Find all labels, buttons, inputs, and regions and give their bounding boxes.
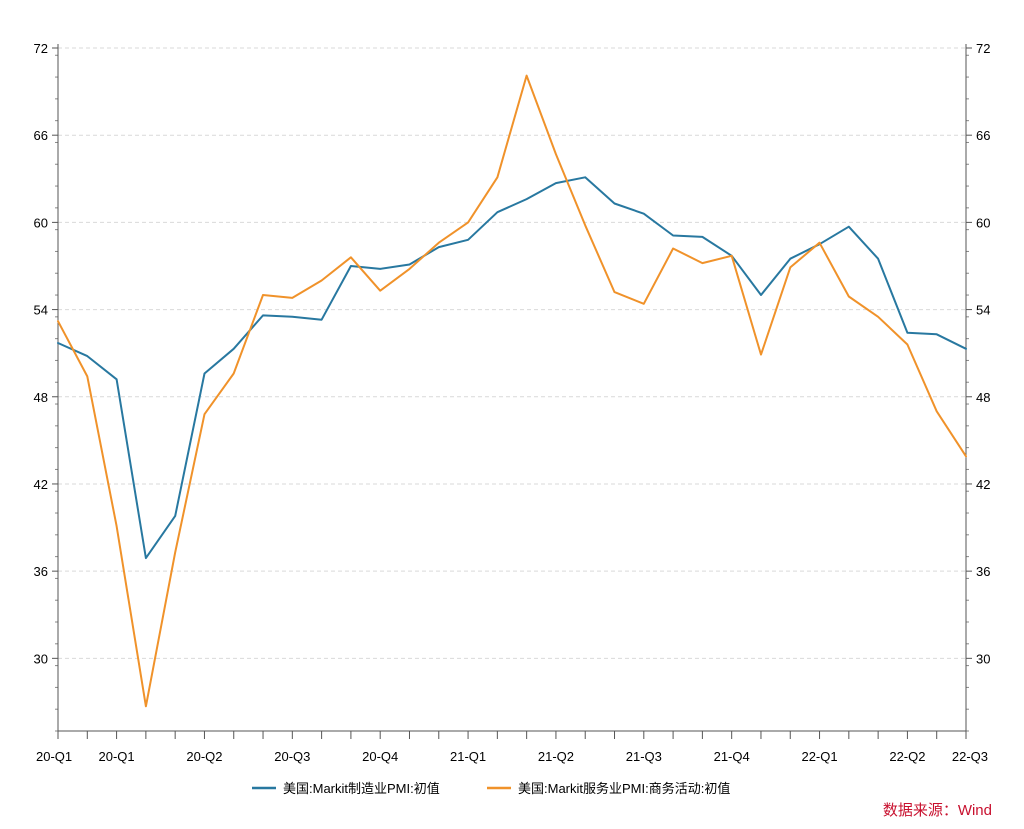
- legend-label-services: 美国:Markit服务业PMI:商务活动:初值: [518, 781, 730, 796]
- y-tick-label-right: 42: [976, 477, 990, 492]
- y-tick-label-right: 48: [976, 390, 990, 405]
- y-tick-label-right: 72: [976, 41, 990, 56]
- series-line-1: [57, 74, 967, 708]
- y-tick-label-left: 42: [34, 477, 48, 492]
- y-tick-label-left: 54: [34, 303, 48, 318]
- x-tick-label: 20-Q4: [362, 749, 398, 764]
- x-tick-label: 21-Q3: [626, 749, 662, 764]
- y-tick-label-right: 60: [976, 215, 990, 230]
- y-tick-label-right: 54: [976, 303, 990, 318]
- y-tick-label-left: 72: [34, 41, 48, 56]
- x-tick-label: 20-Q1: [99, 749, 135, 764]
- x-tick-label: 20-Q1: [36, 749, 72, 764]
- y-tick-label-right: 30: [976, 651, 990, 666]
- x-tick-label: 21-Q1: [450, 749, 486, 764]
- y-tick-label-left: 66: [34, 128, 48, 143]
- x-tick-label: 20-Q3: [274, 749, 310, 764]
- y-tick-label-right: 36: [976, 564, 990, 579]
- y-tick-label-left: 36: [34, 564, 48, 579]
- x-tick-label: 21-Q4: [714, 749, 750, 764]
- y-tick-label-left: 48: [34, 390, 48, 405]
- x-tick-label: 21-Q2: [538, 749, 574, 764]
- x-tick-label: 20-Q2: [186, 749, 222, 764]
- y-tick-label-right: 66: [976, 128, 990, 143]
- y-tick-label-left: 30: [34, 651, 48, 666]
- x-tick-label: 22-Q2: [889, 749, 925, 764]
- gridlines: [58, 47, 966, 659]
- source-note: 数据来源：Wind: [883, 802, 992, 819]
- legend: 美国:Markit制造业PMI:初值 美国:Markit服务业PMI:商务活动:…: [252, 781, 730, 796]
- axes: 30 30 36 36 42 42 48 48 54 54 60 60 66 66 72 72 20-Q1 20-…: [34, 41, 991, 764]
- legend-label-manufacturing: 美国:Markit制造业PMI:初值: [283, 781, 440, 796]
- x-tick-label: 22-Q3: [952, 749, 988, 764]
- series-line-0: [57, 176, 967, 560]
- x-tick-label: 22-Q1: [801, 749, 837, 764]
- y-tick-label-left: 60: [34, 215, 48, 230]
- series-lines: [57, 74, 967, 708]
